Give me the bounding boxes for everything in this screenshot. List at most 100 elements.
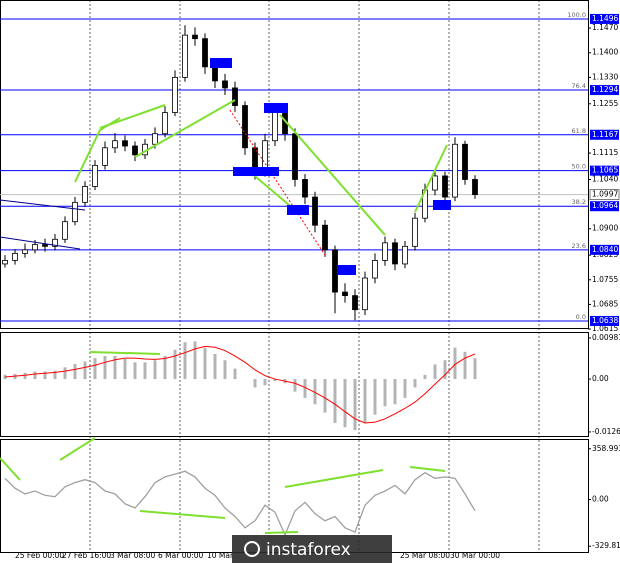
candle-body <box>182 34 188 78</box>
macd-panel <box>0 332 589 437</box>
candle-body <box>112 140 118 149</box>
y-tick-label: 0.00981 <box>592 333 620 342</box>
histogram-bar <box>343 379 347 428</box>
level-label: 1.1065 <box>592 166 618 175</box>
candle-body <box>222 80 228 89</box>
fib-name: 76.4 <box>572 82 586 90</box>
level-label: 1.0840 <box>592 245 618 254</box>
histogram-bar <box>33 371 37 380</box>
candle-body <box>2 260 8 265</box>
candle-body <box>392 242 398 265</box>
candle-body <box>362 277 368 311</box>
candle-body <box>272 112 278 142</box>
plot-layer: 1.1470 1.1400 1.1330 1.1255 1.1115 1.1040 1.09… <box>0 11 620 550</box>
candle-body <box>472 179 478 195</box>
histogram-bar <box>73 363 77 380</box>
marker <box>210 58 232 68</box>
candle-body <box>232 87 238 106</box>
level-label: 1.1496 <box>592 14 618 23</box>
fib-name: 100.0 <box>567 11 586 19</box>
histogram-bar <box>23 372 27 380</box>
level-label-box <box>590 244 619 255</box>
trend-line <box>0 236 81 250</box>
candle-body <box>382 242 388 261</box>
fib-name: 61.8 <box>572 127 586 135</box>
divergence-line <box>89 351 161 355</box>
candle-body <box>242 105 248 149</box>
projection-line <box>229 109 326 256</box>
marker <box>338 265 356 275</box>
histogram-bar <box>53 370 57 380</box>
histogram-bar <box>373 379 377 415</box>
candle-body <box>172 76 178 113</box>
candle-body <box>412 217 418 247</box>
trend-line <box>0 199 86 211</box>
candle-body <box>102 147 108 166</box>
histogram-bar <box>183 342 187 380</box>
histogram-bar <box>113 356 117 380</box>
candle-body <box>332 249 338 293</box>
level-label-box <box>590 129 619 140</box>
candle-body <box>322 224 328 251</box>
level-label-box <box>590 85 619 96</box>
divergence-line <box>414 144 448 213</box>
last-price-box <box>589 189 620 200</box>
y-tick-label: 1.1115 <box>592 148 618 157</box>
fib-name: 38.2 <box>572 198 586 206</box>
level-label-box <box>590 315 619 326</box>
histogram-bar <box>403 379 407 398</box>
divergence-line <box>279 114 386 236</box>
candle-body <box>292 133 298 180</box>
histogram-bar <box>43 371 47 380</box>
y-tick-label: 1.1330 <box>592 72 618 81</box>
y-tick-label: 1.0900 <box>592 224 618 233</box>
fib-name: 50.0 <box>572 163 586 171</box>
y-tick-label: 1.0685 <box>592 299 618 308</box>
candle-body <box>152 133 158 145</box>
histogram-bar <box>143 362 147 380</box>
candle-body <box>52 238 58 247</box>
histogram-bar <box>353 379 357 431</box>
candle-body <box>22 249 28 254</box>
histogram-bar <box>223 360 227 380</box>
histogram-bar <box>253 379 257 388</box>
histogram-bar <box>263 379 267 386</box>
histogram-bar <box>203 347 207 380</box>
divergence-line <box>409 466 446 472</box>
y-tick-label: -329.812 <box>592 541 620 550</box>
y-tick-label: 1.1400 <box>592 48 618 57</box>
divergence-line <box>249 171 296 211</box>
histogram-bar <box>233 368 237 380</box>
candle-body <box>302 179 308 198</box>
level-label-box <box>590 201 619 212</box>
x-tick-label: 27 Feb 16:00 <box>62 551 111 560</box>
histogram-bar <box>423 374 427 380</box>
candle-body <box>452 143 458 198</box>
candle-body <box>192 34 198 40</box>
level-label-box <box>590 13 619 24</box>
candle-body <box>62 221 68 240</box>
candle-body <box>432 175 438 191</box>
y-tick-label: 0.00 <box>592 495 609 504</box>
candle-body <box>212 66 218 82</box>
level-label: 1.0638 <box>592 316 618 325</box>
divergence-line <box>284 469 384 488</box>
divergence-line <box>74 117 121 183</box>
x-tick-label: 10 Mar <box>207 551 234 560</box>
candle-body <box>462 143 468 180</box>
signal-line <box>4 345 476 424</box>
histogram-bar <box>83 361 87 380</box>
histogram-bar <box>123 358 127 380</box>
candle-body <box>352 295 358 311</box>
y-tick-label: 1.0615 <box>592 324 618 333</box>
candle-body <box>162 112 168 135</box>
histogram-bar <box>413 379 417 388</box>
y-tick-label: 1.1255 <box>592 99 618 108</box>
x-tick-label: 25 Feb 00:00 <box>15 551 64 560</box>
candle-body <box>442 175 448 198</box>
divergence-line <box>59 437 96 461</box>
candle-body <box>82 186 88 203</box>
divergence-line <box>99 104 166 129</box>
